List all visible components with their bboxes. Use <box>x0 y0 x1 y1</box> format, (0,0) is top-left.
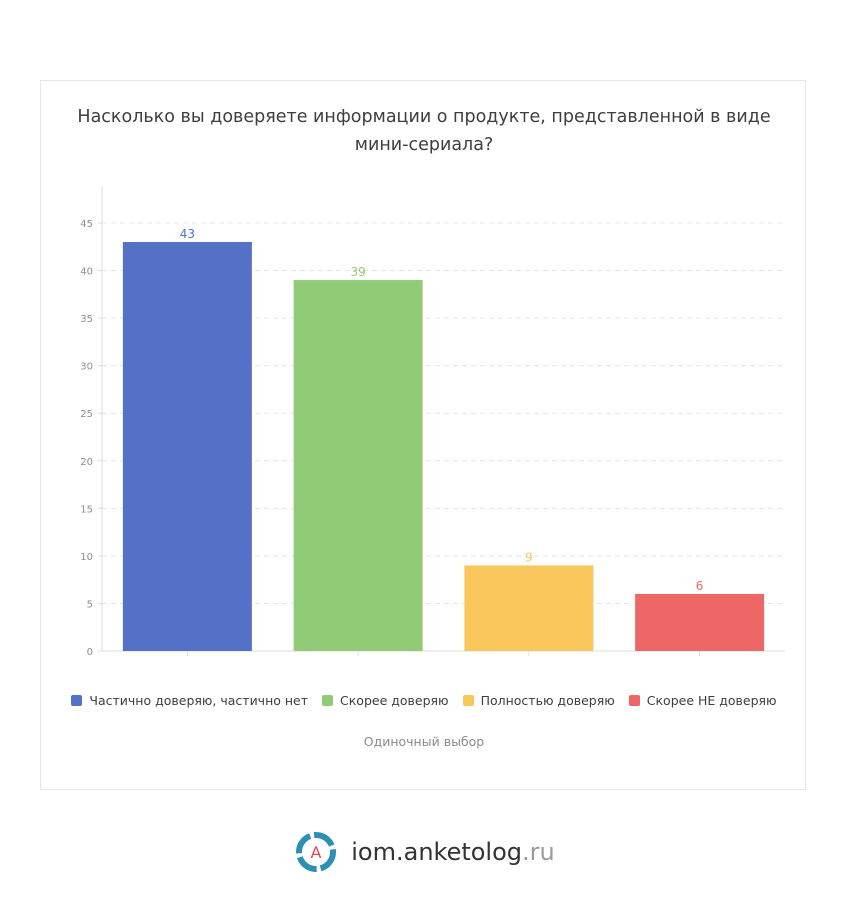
bar <box>464 565 594 651</box>
legend-swatch <box>322 695 334 706</box>
y-tick-label: 40 <box>80 267 93 278</box>
chart-caption: Одиночный выбор <box>363 734 485 749</box>
anketolog-logo-icon: A <box>296 832 337 872</box>
legend-label: Полностью доверяю <box>480 693 615 708</box>
bar-value-label: 6 <box>696 579 704 593</box>
y-tick-label: 10 <box>80 552 93 563</box>
site-name[interactable]: iom.anketolog.ru <box>351 838 554 866</box>
bar <box>635 593 765 651</box>
chart-legend: Частично доверяю, частично нет Скорее дов… <box>41 693 807 708</box>
legend-item[interactable]: Скорее НЕ доверяю <box>628 693 777 708</box>
y-tick-label: 0 <box>87 647 93 658</box>
y-tick-label: 45 <box>80 219 93 230</box>
bar <box>293 280 423 651</box>
bar-value-label: 43 <box>180 227 195 241</box>
bar-value-label: 39 <box>350 265 365 279</box>
bar-chart: 0 5 10 15 20 25 30 35 40 45 43 39 9 6 <box>80 186 785 658</box>
y-tick-label: 25 <box>80 409 93 420</box>
y-tick-label: 15 <box>80 504 93 515</box>
y-tick-label: 30 <box>80 362 93 373</box>
bar-value-label: 9 <box>525 550 533 564</box>
y-tick-label: 35 <box>80 314 93 325</box>
bar <box>122 242 252 651</box>
legend-swatch <box>462 695 474 706</box>
chart-title: Насколько вы доверяете информации о прод… <box>41 103 807 159</box>
footer-branding[interactable]: A iom.anketolog.ru <box>0 828 848 876</box>
legend-item[interactable]: Частично доверяю, частично нет <box>71 693 308 708</box>
legend-label: Скорее НЕ доверяю <box>646 693 777 708</box>
logo-letter: A <box>311 843 322 862</box>
legend-item[interactable]: Полностью доверяю <box>462 693 615 708</box>
site-tld: .ru <box>522 838 555 866</box>
legend-item[interactable]: Скорее доверяю <box>322 693 449 708</box>
y-tick-label: 20 <box>80 457 93 468</box>
y-tick-label: 5 <box>87 599 93 610</box>
legend-swatch <box>628 695 640 706</box>
legend-swatch <box>71 695 83 706</box>
site-brand: iom.anketolog <box>351 838 523 866</box>
chart-title-line-2: мини-сериала? <box>354 135 494 155</box>
legend-label: Частично доверяю, частично нет <box>89 693 309 708</box>
chart-card: Насколько вы доверяете информации о прод… <box>40 80 806 790</box>
legend-label: Скорее доверяю <box>340 693 449 708</box>
chart-title-line-1: Насколько вы доверяете информации о прод… <box>77 107 771 127</box>
